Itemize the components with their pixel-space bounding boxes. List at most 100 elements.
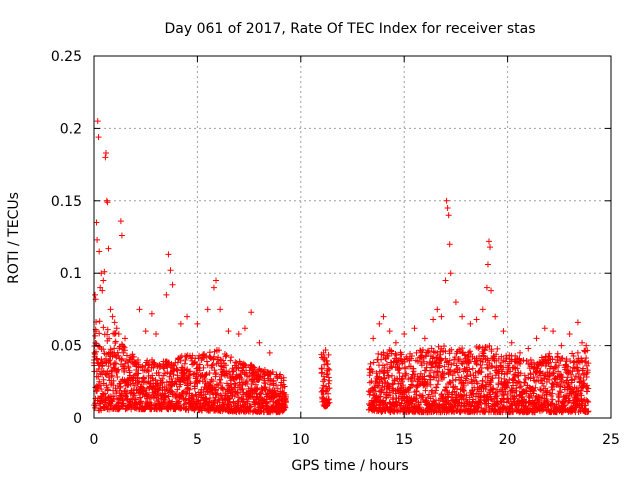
roti-point <box>494 401 501 408</box>
roti-point <box>484 364 491 371</box>
roti-point <box>111 365 118 372</box>
roti-point <box>408 353 415 360</box>
roti-point <box>94 118 101 125</box>
roti-point <box>246 373 253 380</box>
roti-point <box>233 359 240 366</box>
roti-point <box>213 277 220 284</box>
roti-point <box>584 367 591 374</box>
roti-point <box>98 386 105 393</box>
roti-point <box>144 357 151 364</box>
roti-point <box>584 398 591 405</box>
roti-point <box>234 390 241 397</box>
roti-point <box>580 365 587 372</box>
x-tick-label: 10 <box>292 432 310 448</box>
roti-point <box>422 387 429 394</box>
roti-point <box>485 365 492 372</box>
roti-point <box>375 350 382 357</box>
roti-point <box>543 397 550 404</box>
roti-point <box>396 365 403 372</box>
roti-point <box>120 343 127 350</box>
roti-point <box>398 351 405 358</box>
roti-point <box>197 397 204 404</box>
roti-point <box>243 377 250 384</box>
roti-point <box>222 353 229 360</box>
roti-point <box>213 391 220 398</box>
roti-point <box>546 376 553 383</box>
roti-point <box>430 316 437 323</box>
x-tick-label: 5 <box>193 432 202 448</box>
y-tick-label: 0.25 <box>51 49 82 65</box>
roti-point <box>100 346 107 353</box>
roti-point <box>187 380 194 387</box>
roti-point <box>369 368 376 375</box>
roti-point <box>559 355 566 362</box>
roti-point <box>167 370 174 377</box>
roti-point <box>209 361 216 368</box>
roti-point <box>92 332 99 339</box>
roti-point <box>120 400 127 407</box>
roti-point <box>217 306 224 313</box>
roti-point <box>460 387 467 394</box>
roti-point <box>549 396 556 403</box>
plot-border <box>93 55 612 419</box>
roti-point <box>574 349 581 356</box>
roti-point <box>167 267 174 274</box>
roti-point <box>572 373 579 380</box>
roti-point <box>541 325 548 332</box>
roti-point <box>487 244 494 251</box>
roti-point <box>326 377 333 384</box>
roti-point <box>452 299 459 306</box>
roti-point <box>256 339 263 346</box>
roti-point <box>403 393 410 400</box>
roti-point <box>464 379 471 386</box>
roti-point <box>234 405 241 412</box>
roti-point <box>163 291 170 298</box>
roti-point <box>540 383 547 390</box>
roti-point <box>239 386 246 393</box>
roti-point <box>109 313 116 320</box>
roti-point <box>411 375 418 382</box>
roti-point <box>513 393 520 400</box>
roti-point <box>576 371 583 378</box>
roti-point <box>558 372 565 379</box>
roti-point <box>570 353 577 360</box>
roti-point <box>427 367 434 374</box>
roti-point <box>145 368 152 375</box>
roti-point <box>376 320 383 327</box>
roti-point <box>459 361 466 368</box>
roti-point <box>469 365 476 372</box>
roti-point <box>418 362 425 369</box>
roti-point <box>186 372 193 379</box>
roti-point <box>101 268 108 275</box>
roti-point <box>174 386 181 393</box>
roti-point <box>447 366 454 373</box>
roti-point <box>516 384 523 391</box>
roti-point <box>503 355 510 362</box>
roti-point <box>100 277 107 284</box>
roti-point <box>228 403 235 410</box>
roti-point <box>94 236 101 243</box>
roti-point <box>206 370 213 377</box>
roti-point <box>104 199 111 206</box>
roti-point <box>479 378 486 385</box>
roti-point <box>186 386 193 393</box>
roti-point <box>449 394 456 401</box>
roti-point <box>442 277 449 284</box>
roti-point <box>446 241 453 248</box>
roti-point <box>325 365 332 372</box>
roti-point <box>217 356 224 363</box>
roti-point <box>472 374 479 381</box>
roti-point <box>435 377 442 384</box>
roti-point <box>96 378 103 385</box>
roti-point <box>428 364 435 371</box>
roti-point <box>378 356 385 363</box>
roti-point <box>326 399 333 406</box>
roti-point <box>95 366 102 373</box>
roti-point <box>248 385 255 392</box>
roti-point <box>534 374 541 381</box>
roti-point <box>134 381 141 388</box>
roti-point <box>401 331 408 338</box>
roti-point <box>142 328 149 335</box>
roti-point <box>577 375 584 382</box>
roti-point <box>373 370 380 377</box>
